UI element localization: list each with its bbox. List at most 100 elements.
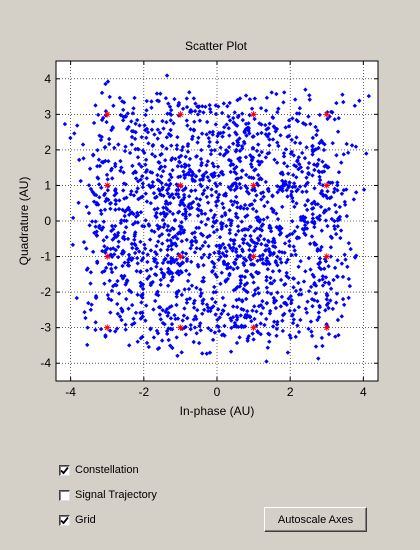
signal-point [166,101,171,106]
signal-trajectory-checkbox[interactable] [59,489,70,501]
signal-point [315,128,320,133]
signal-point [328,234,334,239]
constellation-point [104,111,111,118]
signal-point [323,218,329,223]
signal-point [181,313,187,318]
signal-point [175,261,181,266]
signal-point [176,209,182,214]
signal-point [277,232,283,237]
signal-point [294,201,299,206]
signal-point [216,257,221,262]
signal-point [308,267,313,272]
signal-point [296,304,302,310]
signal-point [255,131,260,137]
signal-point [188,107,194,113]
signal-point [340,274,346,280]
grid-checkbox[interactable] [59,514,70,526]
signal-point [291,244,296,249]
signal-point [328,195,334,200]
signal-point [167,228,173,233]
signal-point [316,315,322,320]
signal-point [224,223,229,229]
signal-point [157,188,162,193]
signal-point [217,315,222,320]
signal-point [187,212,192,217]
autoscale-axes-button[interactable]: Autoscale Axes [264,507,367,532]
signal-point [178,268,183,274]
signal-point [179,226,184,232]
signal-point [234,171,239,176]
signal-point [220,295,226,301]
signal-point [207,130,212,135]
signal-point [161,193,166,198]
signal-point [208,306,214,311]
signal-point [142,224,147,229]
signal-point [200,104,205,109]
signal-point [118,168,123,173]
signal-point [248,262,254,267]
signal-point [167,305,172,310]
signal-point [241,139,247,145]
signal-point [273,298,279,303]
signal-point [245,206,250,211]
signal-trajectory-checkbox-row[interactable]: Signal Trajectory [59,489,157,501]
signal-point [204,163,209,168]
signal-point [88,307,94,312]
signal-point [248,153,253,158]
signal-point [324,297,329,302]
y-tick-label: 2 [44,143,51,157]
signal-point [117,95,123,101]
signal-point [262,237,267,242]
signal-point [84,204,89,210]
signal-point [353,190,359,195]
signal-point [192,325,198,330]
constellation-checkbox[interactable] [59,464,70,476]
signal-point [146,344,152,350]
grid-label: Grid [75,514,96,526]
signal-point [165,253,170,258]
signal-point [192,119,197,124]
signal-point [219,110,225,116]
signal-point [247,131,252,136]
signal-point [315,202,321,207]
signal-point [129,302,135,308]
signal-point [332,117,337,122]
signal-point [286,185,291,190]
signal-point [154,215,159,220]
signal-point [102,244,107,249]
signal-point [290,184,295,190]
signal-point [125,263,131,268]
signal-point [289,137,294,143]
signal-point [255,330,261,335]
signal-point [175,164,180,169]
signal-point [144,303,149,308]
signal-point [335,224,341,229]
signal-point [342,252,347,257]
signal-point [226,126,231,131]
signal-point [294,111,300,116]
signal-point [70,215,76,221]
signal-point [289,189,295,194]
signal-point [228,349,234,354]
signal-point [142,242,147,247]
signal-point [184,297,190,302]
signal-point [126,252,132,258]
signal-point [168,127,173,133]
signal-point [200,173,205,178]
signal-point [344,187,349,192]
signal-point [107,201,113,206]
signal-point [318,266,324,272]
signal-point [112,282,118,287]
grid-checkbox-row[interactable]: Grid [59,514,96,526]
signal-point [102,281,107,286]
constellation-checkbox-row[interactable]: Constellation [59,464,139,476]
signal-point [308,319,314,324]
signal-point [216,251,222,256]
signal-point [110,176,115,181]
signal-point [311,274,317,279]
signal-point [176,272,182,277]
signal-point [294,188,299,194]
signal-point [263,132,269,137]
signal-point [129,322,135,327]
signal-point [107,328,113,333]
